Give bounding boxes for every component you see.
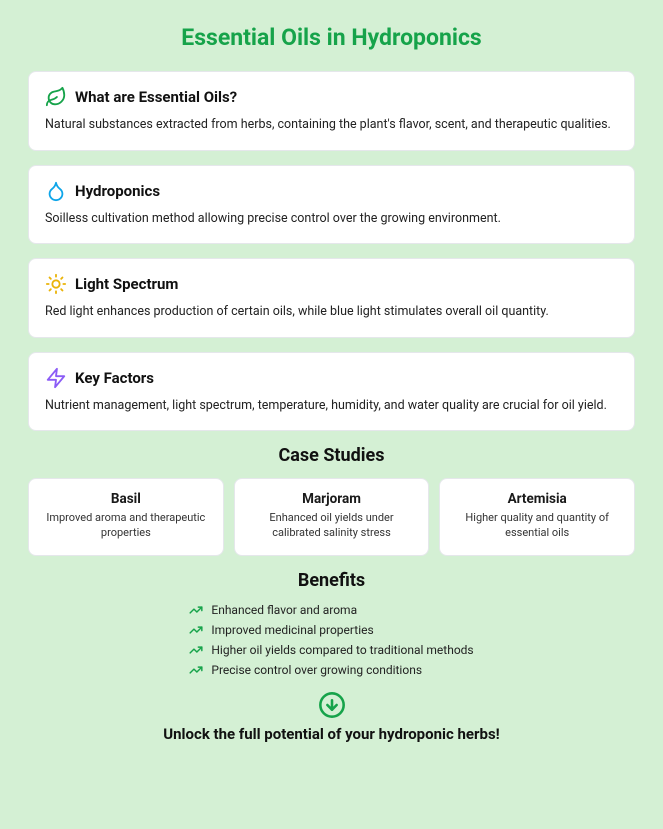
card-title: Hydroponics	[75, 182, 160, 200]
card-body: Soilless cultivation method allowing pre…	[45, 210, 618, 228]
sun-icon	[45, 273, 67, 295]
card-light-spectrum: Light Spectrum Red light enhances produc…	[28, 258, 635, 338]
benefit-text: Enhanced flavor and aroma	[211, 603, 357, 617]
benefit-item: Improved medicinal properties	[189, 623, 373, 637]
arrow-down-circle-icon	[28, 691, 635, 719]
card-header: Key Factors	[45, 367, 618, 389]
card-header: Hydroponics	[45, 180, 618, 202]
card-key-factors: Key Factors Nutrient management, light s…	[28, 352, 635, 432]
card-hydroponics: Hydroponics Soilless cultivation method …	[28, 165, 635, 245]
benefit-item: Precise control over growing conditions	[189, 663, 422, 677]
leaf-icon	[45, 86, 67, 108]
trending-up-icon	[189, 643, 203, 657]
card-header: What are Essential Oils?	[45, 86, 618, 108]
case-desc: Higher quality and quantity of essential…	[450, 511, 624, 541]
card-body: Nutrient management, light spectrum, tem…	[45, 397, 618, 415]
trending-up-icon	[189, 623, 203, 637]
benefits-list: Enhanced flavor and aroma Improved medic…	[189, 603, 473, 677]
card-header: Light Spectrum	[45, 273, 618, 295]
case-name: Basil	[39, 491, 213, 507]
drop-icon	[45, 180, 67, 202]
case-card-artemisia: Artemisia Higher quality and quantity of…	[439, 478, 635, 556]
case-name: Marjoram	[245, 491, 419, 507]
benefit-item: Enhanced flavor and aroma	[189, 603, 357, 617]
card-title: What are Essential Oils?	[75, 88, 237, 106]
benefits-title: Benefits	[28, 570, 635, 591]
trending-up-icon	[189, 663, 203, 677]
case-desc: Improved aroma and therapeutic propertie…	[39, 511, 213, 541]
case-studies-title: Case Studies	[28, 445, 635, 466]
case-studies-row: Basil Improved aroma and therapeutic pro…	[28, 478, 635, 556]
card-body: Natural substances extracted from herbs,…	[45, 116, 618, 134]
card-essential-oils: What are Essential Oils? Natural substan…	[28, 71, 635, 151]
page-title: Essential Oils in Hydroponics	[28, 24, 635, 51]
benefit-text: Higher oil yields compared to traditiona…	[211, 643, 473, 657]
case-name: Artemisia	[450, 491, 624, 507]
benefit-text: Precise control over growing conditions	[211, 663, 422, 677]
card-title: Light Spectrum	[75, 275, 178, 293]
benefit-item: Higher oil yields compared to traditiona…	[189, 643, 473, 657]
benefit-text: Improved medicinal properties	[211, 623, 373, 637]
case-card-marjoram: Marjoram Enhanced oil yields under calib…	[234, 478, 430, 556]
case-card-basil: Basil Improved aroma and therapeutic pro…	[28, 478, 224, 556]
zap-icon	[45, 367, 67, 389]
card-body: Red light enhances production of certain…	[45, 303, 618, 321]
case-desc: Enhanced oil yields under calibrated sal…	[245, 511, 419, 541]
trending-up-icon	[189, 603, 203, 617]
card-title: Key Factors	[75, 369, 154, 387]
footer: Unlock the full potential of your hydrop…	[28, 691, 635, 743]
footer-text: Unlock the full potential of your hydrop…	[28, 725, 635, 743]
